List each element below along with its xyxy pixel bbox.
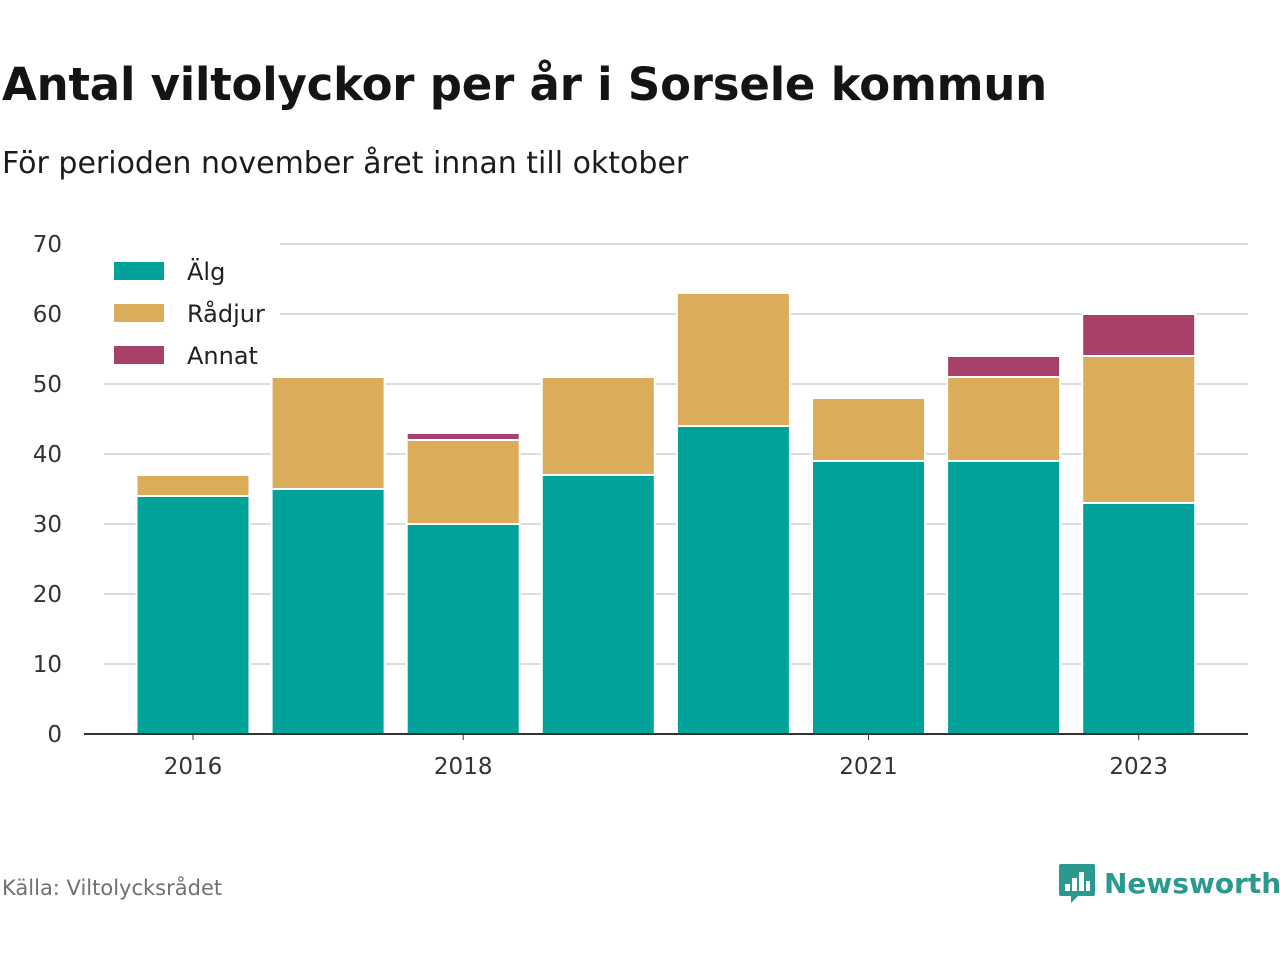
- legend-swatch: [114, 346, 164, 364]
- bars: [135, 292, 1197, 735]
- chart-subtitle: För perioden november året innan till ok…: [2, 146, 689, 181]
- x-tick-label: 2021: [839, 754, 898, 780]
- legend-label: Älg: [187, 257, 225, 286]
- y-tick-label: 60: [33, 302, 62, 328]
- y-tick-label: 10: [33, 652, 62, 678]
- bar-segment-älg: [811, 460, 926, 735]
- bar-segment-älg: [270, 488, 386, 735]
- y-tick-label: 50: [33, 372, 62, 398]
- bar-segment-annat: [1081, 313, 1197, 357]
- bar-segment-rådjur: [540, 376, 656, 476]
- bar-segment-älg: [675, 425, 791, 735]
- bar-segment-rådjur: [675, 292, 791, 427]
- chart-title: Antal viltolyckor per år i Sorsele kommu…: [2, 58, 1047, 111]
- bar-segment-rådjur: [135, 474, 251, 497]
- x-tick-label: 2016: [164, 754, 223, 780]
- bar-segment-annat: [946, 355, 1062, 378]
- y-tick-label: 20: [33, 582, 62, 608]
- axes: 0 10 20 30 40 50 60 70 2016 2018 2021 2023: [33, 232, 1248, 780]
- stacked-bar-chart: 0 10 20 30 40 50 60 70 2016 2018 2021 2023 Älg Rådju…: [33, 232, 1248, 780]
- bar-segment-älg: [1081, 502, 1197, 735]
- bar-segment-annat: [405, 432, 521, 441]
- newsworthy-bar-chart-icon: [1059, 864, 1095, 903]
- y-tick-label: 30: [33, 512, 62, 538]
- legend-swatch: [114, 262, 164, 280]
- legend: Älg Rådjur Annat: [104, 242, 280, 370]
- y-tick-label: 70: [33, 232, 62, 258]
- legend-swatch: [114, 304, 164, 322]
- x-tick-label: 2018: [434, 754, 493, 780]
- legend-label: Annat: [187, 342, 258, 370]
- y-tick-label: 40: [33, 442, 62, 468]
- bar-segment-rådjur: [1081, 355, 1197, 504]
- bar-segment-rådjur: [811, 397, 926, 462]
- bar-segment-älg: [946, 460, 1062, 735]
- x-tick-label: 2023: [1109, 754, 1168, 780]
- brand-name: Newsworthy: [1104, 866, 1280, 900]
- newsworthy-logo: Newsworthy: [1058, 862, 1280, 904]
- bar-segment-rådjur: [270, 376, 386, 490]
- bar-segment-älg: [405, 523, 521, 735]
- source-note: Källa: Viltolycksrådet: [2, 876, 223, 900]
- bar-segment-rådjur: [946, 376, 1062, 462]
- bar-segment-rådjur: [405, 439, 521, 525]
- y-tick-label: 0: [47, 722, 62, 748]
- legend-label: Rådjur: [187, 299, 265, 328]
- bar-segment-älg: [135, 495, 251, 735]
- bar-segment-älg: [540, 474, 656, 735]
